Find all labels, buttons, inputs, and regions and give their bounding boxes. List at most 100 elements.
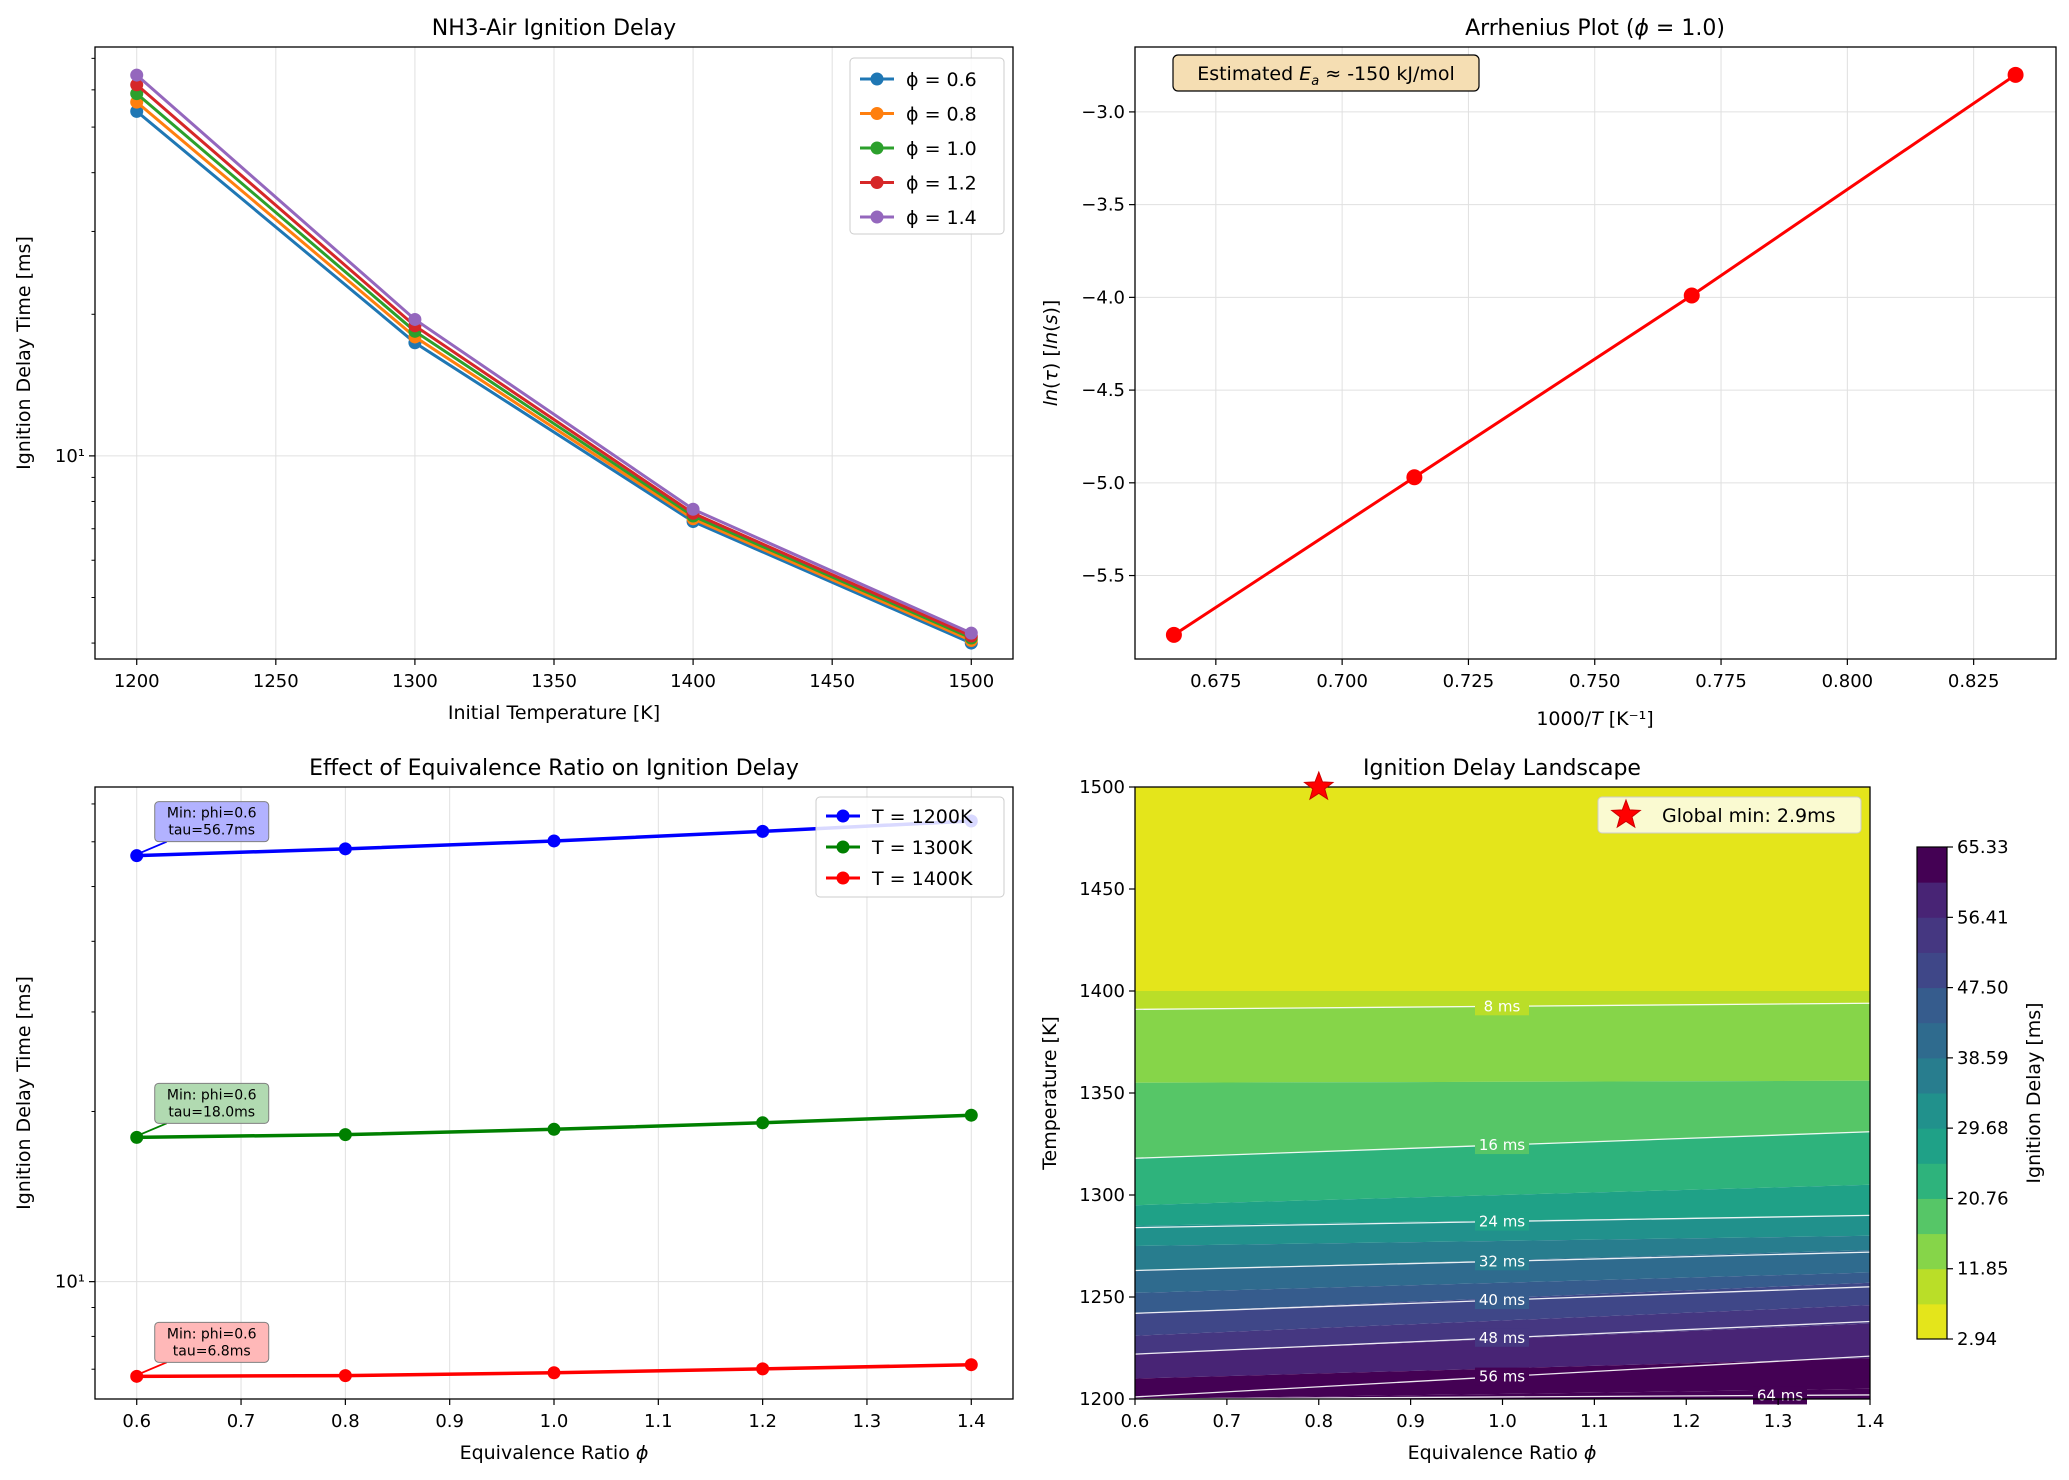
- panel3-grid: [95, 787, 1013, 1399]
- panel4-xlabel: Equivalence Ratio ϕ: [1408, 1442, 1597, 1464]
- colorbar-tick-label: 2.94: [1957, 1329, 1997, 1350]
- p3-annotation-arrow: [140, 840, 168, 854]
- p3-legend-marker: [836, 871, 850, 885]
- panel2-axes-frame: [1134, 46, 2057, 660]
- p2-ytick-label: −3.0: [1081, 102, 1125, 123]
- p3-data-point: [964, 1358, 978, 1372]
- panel2-ylabel: ln(τ) [ln(s)]: [1040, 300, 1062, 407]
- p4-xtick-label: 0.8: [1304, 1411, 1333, 1432]
- p4-xtick-label: 0.9: [1396, 1411, 1425, 1432]
- p3-data-point: [756, 824, 770, 838]
- colorbar-segment: [1917, 1057, 1947, 1094]
- p1-series-line: [135, 110, 972, 645]
- p1-xtick-label: 1200: [114, 671, 160, 692]
- p3-xtick-label: 0.7: [227, 1411, 256, 1432]
- panel2-title: Arrhenius Plot (ϕ = 1.0): [1465, 16, 1725, 41]
- panel2-xlabel: 1000/T [K⁻¹]: [1536, 708, 1653, 730]
- p4-contour-label-bg: [1475, 1252, 1529, 1271]
- colorbar-tick-label: 29.68: [1957, 1118, 2009, 1139]
- p4-xtick-label: 1.4: [1856, 1411, 1885, 1432]
- p3-annotation-box: [154, 801, 270, 843]
- p2-xtick-label: 0.800: [1822, 671, 1874, 692]
- p1-xtick-label: 1500: [948, 671, 994, 692]
- p2-data-point: [1683, 287, 1700, 304]
- colorbar-segment: [1917, 917, 1947, 953]
- p3-annotation-text: Min: phi=0.6: [167, 1087, 257, 1103]
- p2-xtick-label: 0.700: [1316, 671, 1368, 692]
- p4-contour-label-bg: [1475, 1291, 1529, 1310]
- p1-xtick-label: 1400: [670, 671, 716, 692]
- p3-xtick-label: 1.2: [748, 1411, 777, 1432]
- colorbar-segment: [1917, 847, 1947, 883]
- p4-legend-label: Global min: 2.9ms: [1662, 805, 1836, 827]
- colorbar-tick-label: 20.76: [1957, 1188, 2009, 1209]
- p1-xtick-label: 1350: [531, 671, 577, 692]
- p4-band: [1135, 1323, 1870, 1379]
- p3-data-point: [964, 1108, 978, 1122]
- p3-xtick-label: 1.3: [853, 1411, 882, 1432]
- colorbar-frame: [1916, 846, 1948, 1340]
- p3-data-point: [130, 849, 144, 863]
- panel2-ticks: 0.675 0.700 0.725 0.750 0.775 0.800 0.825 −5.5 −…: [1081, 102, 1999, 692]
- panel3-ticks: 0.6 0.7 0.8 0.9 1.0 1.1 1.2 1.3 1.4 10¹: [55, 803, 986, 1432]
- panel4-legend: Global min: 2.9ms: [1597, 796, 1862, 834]
- p4-ytick-label: 1350: [1079, 1083, 1125, 1104]
- p1-series-line: [135, 92, 972, 640]
- p1-legend-marker: [870, 72, 884, 86]
- p3-legend-marker: [836, 809, 850, 823]
- p3-annotation-text: tau=6.8ms: [173, 1343, 251, 1359]
- p3-annotation-arrow: [140, 1361, 168, 1375]
- p3-data-point: [756, 1362, 770, 1376]
- p3-annotation-text: tau=56.7ms: [168, 823, 255, 839]
- panel1-grid: [95, 47, 1013, 659]
- p3-legend-label: T = 1200K: [871, 806, 973, 828]
- panel1-ylabel: Ignition Delay Time [ms]: [13, 236, 35, 470]
- p3-data-point: [130, 1130, 144, 1144]
- p3-ytick-label: 10¹: [55, 1272, 85, 1293]
- panel3-legend: T = 1200K T = 1300K T = 1400K: [815, 796, 1005, 898]
- p3-data-point: [547, 1366, 561, 1380]
- p3-legend-label: T = 1400K: [871, 868, 973, 890]
- p1-legend-marker: [870, 107, 884, 120]
- p3-annotation-text: tau=18.0ms: [168, 1104, 255, 1120]
- p3-annotation-arrow: [140, 1122, 168, 1136]
- p4-contour-label-bg: [1475, 1212, 1529, 1231]
- panel-ignition-delay-landscape: Ignition Delay Landscape 8 ms 16 ms 24 ms 3…: [1039, 756, 2045, 1464]
- p2-ytick-label: −4.5: [1081, 380, 1125, 401]
- p1-data-point: [130, 78, 144, 92]
- p4-contour-label: 40 ms: [1479, 1291, 1525, 1309]
- p3-xtick-label: 0.8: [331, 1411, 360, 1432]
- p4-band: [1135, 1250, 1870, 1293]
- p3-xtick-label: 1.4: [957, 1411, 986, 1432]
- panel1-ticks: 1200 1250 1300 1350 1400 1450 1500 10¹: [55, 57, 994, 692]
- p3-data-point: [547, 834, 561, 848]
- p1-xtick-label: 1250: [253, 671, 299, 692]
- p1-xtick-label: 1450: [809, 671, 855, 692]
- p4-xtick-label: 0.7: [1213, 1411, 1242, 1432]
- p2-ytick-label: −4.0: [1081, 287, 1125, 308]
- p4-contour-label-bg: [1475, 1136, 1529, 1155]
- p4-band: [1135, 1282, 1870, 1336]
- p1-data-point: [408, 312, 422, 326]
- p4-contour-label: 24 ms: [1479, 1213, 1525, 1231]
- p2-ytick-label: −5.5: [1081, 566, 1125, 587]
- p4-contour-label-bg: [1475, 1328, 1529, 1347]
- panel4-title: Ignition Delay Landscape: [1363, 756, 1641, 781]
- p4-ytick-label: 1400: [1079, 981, 1125, 1002]
- colorbar-segment: [1917, 952, 1947, 989]
- panel3-xlabel: Equivalence Ratio ϕ: [460, 1442, 649, 1464]
- p4-xtick-label: 1.2: [1672, 1411, 1701, 1432]
- p4-contour-label: 16 ms: [1479, 1136, 1525, 1154]
- p1-legend-marker: [870, 141, 884, 155]
- p3-xtick-label: 0.9: [435, 1411, 464, 1432]
- colorbar-tick-label: 47.50: [1957, 978, 2009, 999]
- panel3-ylabel: Ignition Delay Time [ms]: [13, 976, 35, 1210]
- p2-ytick-label: −5.0: [1081, 473, 1125, 494]
- global-min-marker: [1303, 770, 1335, 801]
- p1-data-point: [964, 626, 978, 640]
- p1-data-point: [686, 502, 700, 516]
- p2-xtick-label: 0.750: [1569, 671, 1621, 692]
- colorbar-segment: [1917, 1198, 1947, 1235]
- colorbar-segment: [1917, 1022, 1947, 1059]
